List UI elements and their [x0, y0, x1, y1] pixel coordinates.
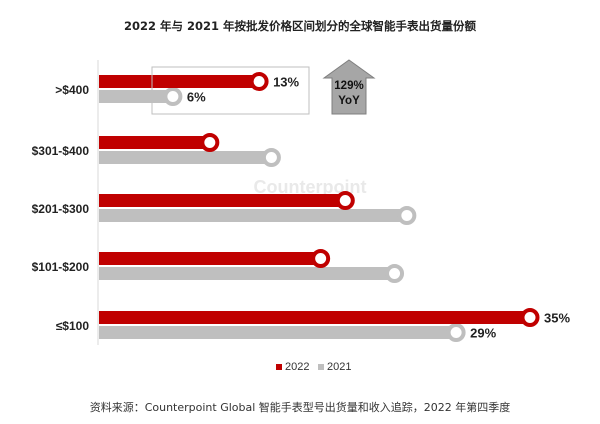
bar-2021 — [99, 209, 407, 222]
bar-end-marker-2022 — [520, 308, 540, 327]
category-label: ≤$100 — [56, 319, 90, 333]
bar-end-marker-2022 — [311, 249, 331, 268]
bar-2022 — [99, 311, 530, 324]
category-label: $101-$200 — [32, 260, 90, 274]
yoy-percent: 129% — [334, 80, 363, 92]
yoy-label: YoY — [338, 95, 360, 107]
bar-end-marker-2021 — [446, 323, 466, 342]
bar-2022 — [99, 75, 260, 88]
bar-end-marker-2021 — [163, 87, 183, 106]
bar-end-marker-2022 — [200, 133, 220, 152]
data-label-2021: 6% — [187, 90, 206, 105]
bar-end-marker-2022 — [335, 191, 355, 210]
category-label: >$400 — [55, 83, 89, 97]
bar-end-marker-2021 — [397, 206, 417, 225]
bar-2022 — [99, 136, 210, 149]
highlight-box — [151, 66, 310, 115]
bar-2021 — [99, 90, 173, 103]
bars-layer: >$400 $301-$400 $201-$300 $101-$200 ≤$100 6% 2… — [32, 72, 570, 342]
data-label-2021: 29% — [470, 326, 496, 341]
bar-end-marker-2021 — [261, 148, 281, 167]
yoy-arrow — [322, 59, 376, 115]
bar-2022 — [99, 252, 321, 265]
bar-2021 — [99, 326, 457, 339]
legend-swatch-2022 — [276, 364, 282, 370]
bar-2021 — [99, 267, 395, 280]
legend-label-2022: 2022 — [285, 361, 309, 373]
yoy-callout: 129% YoY — [322, 59, 376, 115]
data-label-2022: 35% — [544, 311, 570, 326]
bar-2021 — [99, 151, 272, 164]
source-note: 资料来源：Counterpoint Global 智能手表型号出货量和收入追踪，… — [90, 400, 511, 414]
category-label: $201-$300 — [32, 202, 90, 216]
bar-end-marker-2021 — [385, 264, 405, 283]
chart-title: 2022 年与 2021 年按批发价格区间划分的全球智能手表出货量份额 — [124, 19, 477, 33]
data-label-2022: 13% — [273, 75, 299, 90]
legend-label-2021: 2021 — [327, 361, 351, 373]
bar-2022 — [99, 194, 346, 207]
watermark: Counterpoint — [254, 177, 367, 197]
category-label: $301-$400 — [32, 144, 90, 158]
legend-swatch-2021 — [318, 364, 324, 370]
bar-end-marker-2022 — [249, 72, 269, 91]
legend: 2022 2021 — [276, 361, 351, 373]
